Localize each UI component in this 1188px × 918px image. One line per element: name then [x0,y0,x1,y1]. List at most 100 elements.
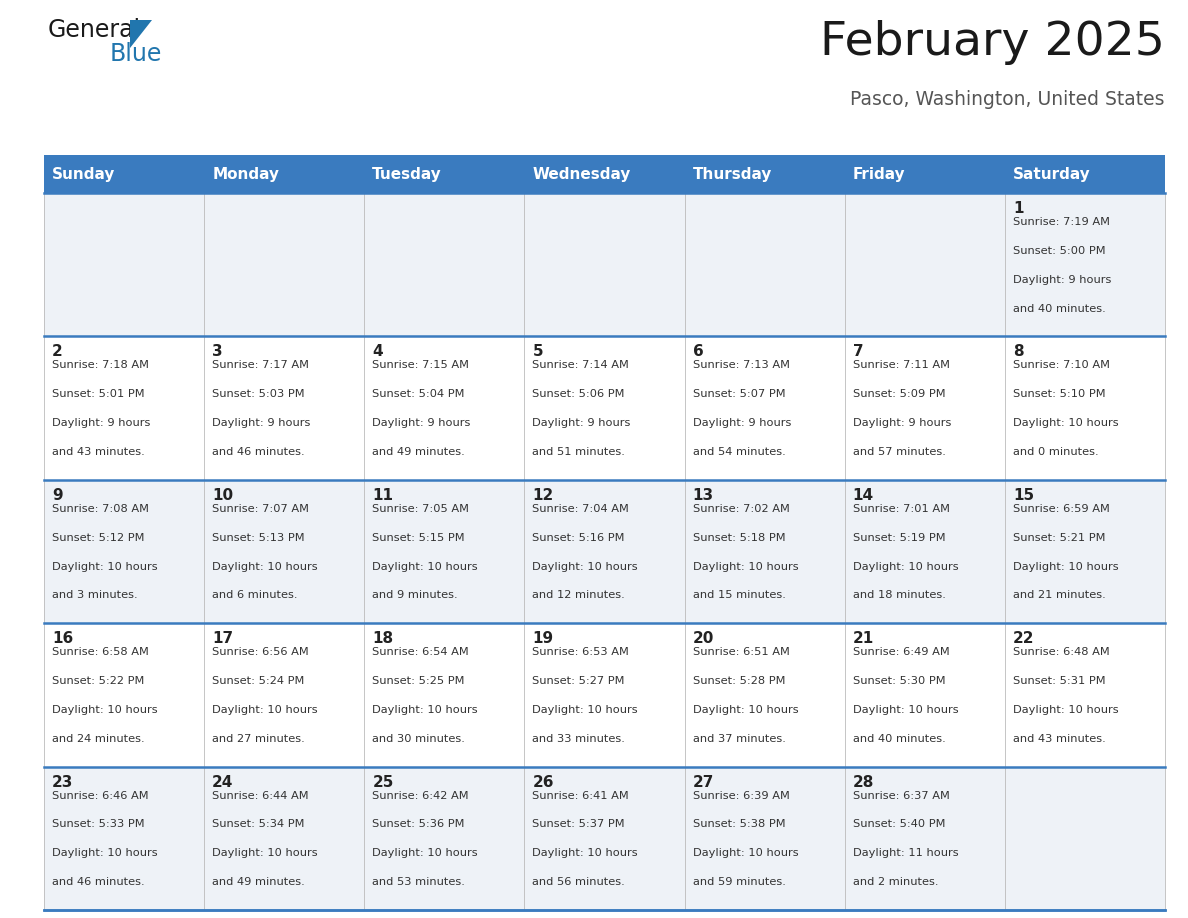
Text: Pasco, Washington, United States: Pasco, Washington, United States [851,90,1165,109]
Text: Tuesday: Tuesday [372,166,442,182]
Text: 11: 11 [372,487,393,503]
Text: Daylight: 9 hours: Daylight: 9 hours [693,418,791,428]
Text: 17: 17 [213,632,233,646]
Text: Sunrise: 7:11 AM: Sunrise: 7:11 AM [853,361,949,370]
Text: 3: 3 [213,344,223,360]
Text: Sunrise: 6:59 AM: Sunrise: 6:59 AM [1013,504,1110,514]
Text: and 56 minutes.: and 56 minutes. [532,878,625,887]
Text: and 12 minutes.: and 12 minutes. [532,590,625,600]
Text: Sunset: 5:30 PM: Sunset: 5:30 PM [853,676,946,686]
Text: Sunset: 5:34 PM: Sunset: 5:34 PM [213,820,304,830]
Text: Daylight: 10 hours: Daylight: 10 hours [213,705,317,715]
Text: Daylight: 10 hours: Daylight: 10 hours [213,848,317,858]
Text: Daylight: 10 hours: Daylight: 10 hours [693,705,798,715]
Text: Sunset: 5:10 PM: Sunset: 5:10 PM [1013,389,1106,399]
Text: and 43 minutes.: and 43 minutes. [1013,733,1106,744]
Text: Sunrise: 7:18 AM: Sunrise: 7:18 AM [52,361,148,370]
Text: Sunset: 5:15 PM: Sunset: 5:15 PM [372,532,465,543]
Text: Daylight: 10 hours: Daylight: 10 hours [52,705,158,715]
Text: Sunset: 5:07 PM: Sunset: 5:07 PM [693,389,785,399]
Text: Daylight: 10 hours: Daylight: 10 hours [372,848,478,858]
Text: Sunset: 5:04 PM: Sunset: 5:04 PM [372,389,465,399]
Text: and 33 minutes.: and 33 minutes. [532,733,625,744]
Text: Sunset: 5:18 PM: Sunset: 5:18 PM [693,532,785,543]
Bar [845,155,1005,193]
Text: Saturday: Saturday [1013,166,1091,182]
Text: Daylight: 10 hours: Daylight: 10 hours [693,562,798,572]
Text: Sunrise: 7:17 AM: Sunrise: 7:17 AM [213,361,309,370]
Text: Sunset: 5:33 PM: Sunset: 5:33 PM [52,820,145,830]
Text: Sunrise: 7:15 AM: Sunrise: 7:15 AM [372,361,469,370]
Text: Daylight: 10 hours: Daylight: 10 hours [1013,562,1118,572]
Text: 4: 4 [372,344,383,360]
Text: 7: 7 [853,344,864,360]
Text: Daylight: 10 hours: Daylight: 10 hours [372,705,478,715]
Text: Sunset: 5:06 PM: Sunset: 5:06 PM [532,389,625,399]
Text: Sunrise: 6:42 AM: Sunrise: 6:42 AM [372,790,469,800]
Text: Daylight: 10 hours: Daylight: 10 hours [213,562,317,572]
Text: Sunrise: 7:04 AM: Sunrise: 7:04 AM [532,504,630,514]
Text: Daylight: 9 hours: Daylight: 9 hours [1013,274,1111,285]
Text: Sunrise: 7:05 AM: Sunrise: 7:05 AM [372,504,469,514]
Text: February 2025: February 2025 [820,20,1165,65]
Bar [524,155,684,193]
Text: Thursday: Thursday [693,166,772,182]
Text: Sunset: 5:12 PM: Sunset: 5:12 PM [52,532,145,543]
Text: Sunset: 5:22 PM: Sunset: 5:22 PM [52,676,145,686]
Text: Sunrise: 6:49 AM: Sunrise: 6:49 AM [853,647,949,657]
Text: and 30 minutes.: and 30 minutes. [372,733,466,744]
Bar [684,155,845,193]
Text: Sunset: 5:31 PM: Sunset: 5:31 PM [1013,676,1106,686]
Text: Sunset: 5:37 PM: Sunset: 5:37 PM [532,820,625,830]
Text: Daylight: 10 hours: Daylight: 10 hours [853,705,959,715]
Text: Daylight: 9 hours: Daylight: 9 hours [853,418,952,428]
Text: Blue: Blue [110,42,163,66]
Text: Sunrise: 6:39 AM: Sunrise: 6:39 AM [693,790,790,800]
Text: Sunset: 5:01 PM: Sunset: 5:01 PM [52,389,145,399]
Text: Daylight: 9 hours: Daylight: 9 hours [213,418,310,428]
Text: Daylight: 11 hours: Daylight: 11 hours [853,848,959,858]
Text: 19: 19 [532,632,554,646]
Text: Sunset: 5:38 PM: Sunset: 5:38 PM [693,820,785,830]
Text: and 9 minutes.: and 9 minutes. [372,590,457,600]
Text: and 40 minutes.: and 40 minutes. [853,733,946,744]
Text: and 21 minutes.: and 21 minutes. [1013,590,1106,600]
Text: Sunset: 5:09 PM: Sunset: 5:09 PM [853,389,946,399]
Text: Sunset: 5:19 PM: Sunset: 5:19 PM [853,532,946,543]
Text: and 3 minutes.: and 3 minutes. [52,590,138,600]
Text: Sunset: 5:36 PM: Sunset: 5:36 PM [372,820,465,830]
Text: Daylight: 10 hours: Daylight: 10 hours [693,848,798,858]
Text: and 46 minutes.: and 46 minutes. [213,447,305,457]
Text: 9: 9 [52,487,63,503]
Text: Sunset: 5:00 PM: Sunset: 5:00 PM [1013,246,1106,256]
Text: and 27 minutes.: and 27 minutes. [213,733,305,744]
Text: and 18 minutes.: and 18 minutes. [853,590,946,600]
Text: Sunrise: 7:07 AM: Sunrise: 7:07 AM [213,504,309,514]
Text: Daylight: 9 hours: Daylight: 9 hours [52,418,151,428]
Text: Sunrise: 7:02 AM: Sunrise: 7:02 AM [693,504,790,514]
Text: 18: 18 [372,632,393,646]
Text: and 24 minutes.: and 24 minutes. [52,733,145,744]
Text: Sunset: 5:27 PM: Sunset: 5:27 PM [532,676,625,686]
Text: 20: 20 [693,632,714,646]
Text: and 43 minutes.: and 43 minutes. [52,447,145,457]
Text: Daylight: 10 hours: Daylight: 10 hours [853,562,959,572]
Text: and 54 minutes.: and 54 minutes. [693,447,785,457]
Text: Sunset: 5:25 PM: Sunset: 5:25 PM [372,676,465,686]
Bar [44,193,1165,336]
Text: Sunrise: 6:44 AM: Sunrise: 6:44 AM [213,790,309,800]
Text: Daylight: 10 hours: Daylight: 10 hours [372,562,478,572]
Text: Sunrise: 7:01 AM: Sunrise: 7:01 AM [853,504,949,514]
Text: Daylight: 10 hours: Daylight: 10 hours [1013,418,1118,428]
Text: Monday: Monday [213,166,279,182]
Text: 25: 25 [372,775,393,789]
Bar [204,155,365,193]
Text: 23: 23 [52,775,74,789]
Text: 26: 26 [532,775,554,789]
Text: 8: 8 [1013,344,1024,360]
Text: Sunrise: 6:56 AM: Sunrise: 6:56 AM [213,647,309,657]
Text: Sunrise: 6:54 AM: Sunrise: 6:54 AM [372,647,469,657]
Text: and 37 minutes.: and 37 minutes. [693,733,785,744]
Polygon shape [129,20,152,48]
Text: 1: 1 [1013,201,1023,216]
